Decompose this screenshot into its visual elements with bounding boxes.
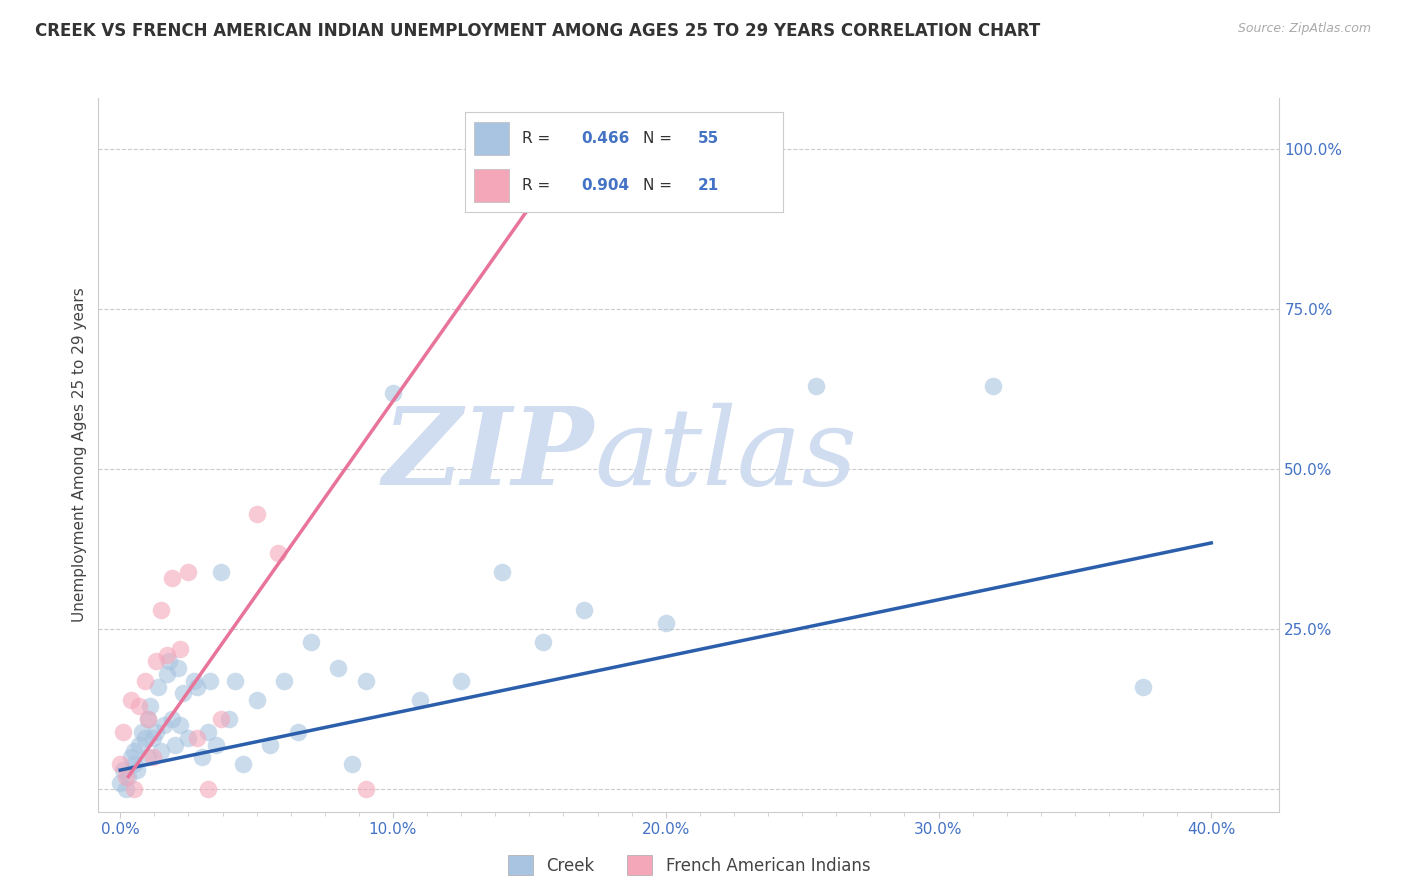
Point [125, 763, 148, 777]
Point [120, 750, 142, 764]
Point [131, 724, 153, 739]
Point [183, 673, 205, 688]
Point [122, 756, 145, 771]
Point [163, 738, 186, 752]
Point [153, 718, 176, 732]
Point [157, 654, 180, 668]
Point [246, 507, 269, 521]
Point [273, 673, 295, 688]
Point [117, 770, 139, 784]
Point [246, 692, 269, 706]
Point [209, 565, 232, 579]
Point [200, 673, 222, 688]
Point [155, 648, 177, 662]
Text: CREEK VS FRENCH AMERICAN INDIAN UNEMPLOYMENT AMONG AGES 25 TO 29 YEARS CORRELATI: CREEK VS FRENCH AMERICAN INDIAN UNEMPLOY… [35, 22, 1040, 40]
Point [114, 770, 136, 784]
Text: ZIP: ZIP [382, 402, 595, 508]
Point [354, 673, 377, 688]
Point [155, 667, 177, 681]
Point [409, 692, 432, 706]
Point [382, 385, 405, 400]
Point [120, 692, 142, 706]
Point [177, 565, 200, 579]
Point [122, 744, 145, 758]
Point [287, 724, 309, 739]
Point [204, 738, 226, 752]
Point [122, 782, 145, 797]
Point [136, 712, 159, 726]
Point [134, 673, 156, 688]
Point [1132, 680, 1154, 694]
Point [491, 565, 513, 579]
Point [218, 712, 240, 726]
Point [150, 744, 173, 758]
Point [299, 635, 322, 649]
Point [232, 756, 254, 771]
Point [111, 763, 134, 777]
Point [166, 661, 188, 675]
Point [186, 680, 208, 694]
Point [531, 635, 554, 649]
Point [150, 603, 173, 617]
Point [172, 686, 194, 700]
Point [142, 731, 165, 745]
Point [177, 731, 200, 745]
Point [128, 699, 150, 714]
Point [136, 712, 159, 726]
Point [259, 738, 281, 752]
Point [136, 750, 159, 764]
Point [169, 718, 191, 732]
Legend: Creek, French American Indians: Creek, French American Indians [501, 848, 877, 882]
Point [145, 654, 167, 668]
Point [148, 680, 170, 694]
Point [139, 699, 162, 714]
Point [354, 782, 377, 797]
Point [145, 724, 167, 739]
Point [572, 603, 595, 617]
Point [197, 724, 219, 739]
Text: atlas: atlas [595, 402, 858, 508]
Point [169, 641, 191, 656]
Point [340, 756, 363, 771]
Point [224, 673, 246, 688]
Point [328, 661, 350, 675]
Y-axis label: Unemployment Among Ages 25 to 29 years: Unemployment Among Ages 25 to 29 years [72, 287, 87, 623]
Text: Source: ZipAtlas.com: Source: ZipAtlas.com [1237, 22, 1371, 36]
Point [209, 712, 232, 726]
Point [160, 712, 183, 726]
Point [186, 731, 208, 745]
Point [804, 379, 827, 393]
Point [981, 379, 1004, 393]
Point [267, 545, 290, 559]
Point [655, 615, 678, 630]
Point [110, 756, 132, 771]
Point [191, 750, 214, 764]
Point [134, 731, 156, 745]
Point [160, 571, 183, 585]
Point [114, 782, 136, 797]
Point [110, 776, 132, 790]
Point [111, 724, 134, 739]
Point [128, 738, 150, 752]
Point [450, 673, 472, 688]
Point [197, 782, 219, 797]
Point [142, 750, 165, 764]
